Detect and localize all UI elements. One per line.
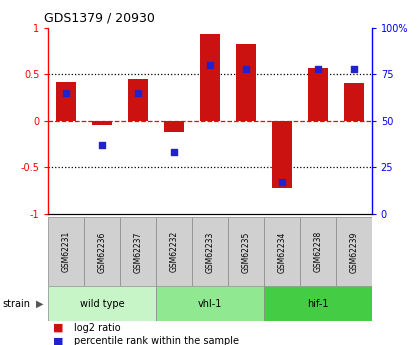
Point: [315, 66, 321, 71]
Bar: [48, 286, 156, 321]
Bar: [48, 217, 84, 286]
Text: GSM62234: GSM62234: [277, 231, 286, 273]
Text: ■: ■: [52, 336, 63, 345]
Bar: [300, 217, 336, 286]
Bar: [272, 121, 292, 188]
Point: [278, 179, 285, 185]
Text: GSM62235: GSM62235: [241, 231, 250, 273]
Text: log2 ratio: log2 ratio: [74, 323, 120, 333]
Bar: [156, 217, 192, 286]
Bar: [236, 45, 256, 121]
Bar: [336, 217, 372, 286]
Bar: [128, 79, 148, 121]
Bar: [56, 82, 76, 121]
Bar: [120, 217, 156, 286]
Text: strain: strain: [2, 299, 30, 308]
Point: [99, 142, 105, 148]
Text: GDS1379 / 20930: GDS1379 / 20930: [44, 11, 155, 24]
Point: [63, 90, 70, 96]
Text: GSM62236: GSM62236: [98, 231, 107, 273]
Point: [135, 90, 142, 96]
Bar: [84, 217, 120, 286]
Text: ▶: ▶: [36, 299, 43, 308]
Text: GSM62238: GSM62238: [313, 231, 322, 273]
Text: GSM62231: GSM62231: [62, 231, 71, 273]
Text: GSM62233: GSM62233: [205, 231, 215, 273]
Text: GSM62232: GSM62232: [170, 231, 178, 273]
Bar: [228, 217, 264, 286]
Point: [171, 150, 177, 155]
Text: ■: ■: [52, 323, 63, 333]
Point: [207, 62, 213, 68]
Text: vhl-1: vhl-1: [198, 299, 222, 308]
Bar: [264, 286, 372, 321]
Bar: [192, 217, 228, 286]
Bar: [156, 286, 264, 321]
Bar: [92, 121, 112, 125]
Bar: [264, 217, 300, 286]
Point: [350, 66, 357, 71]
Bar: [344, 83, 364, 121]
Text: percentile rank within the sample: percentile rank within the sample: [74, 336, 239, 345]
Bar: [308, 68, 328, 121]
Text: GSM62239: GSM62239: [349, 231, 358, 273]
Text: GSM62237: GSM62237: [134, 231, 143, 273]
Bar: [200, 34, 220, 121]
Text: hif-1: hif-1: [307, 299, 328, 308]
Bar: [164, 121, 184, 132]
Text: wild type: wild type: [80, 299, 124, 308]
Point: [243, 66, 249, 71]
